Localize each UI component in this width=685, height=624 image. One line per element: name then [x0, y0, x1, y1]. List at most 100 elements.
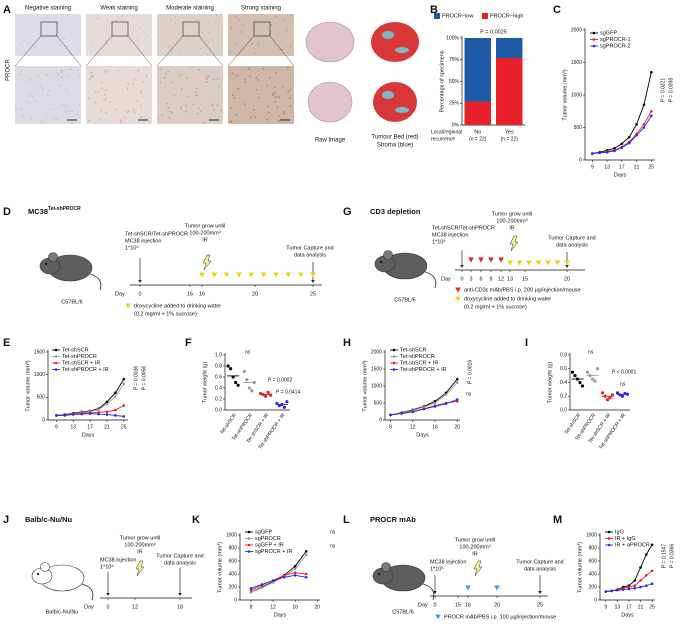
- texture: [138, 44, 140, 46]
- day-number: 0: [433, 602, 436, 608]
- texture: [60, 70, 63, 73]
- data-point: [608, 396, 612, 400]
- texture: [20, 70, 23, 72]
- texture: [67, 110, 70, 113]
- texture: [194, 91, 197, 94]
- legend-label: IR + IgG: [615, 536, 636, 542]
- ir-icon: [202, 254, 212, 271]
- x-tick-label: 16: [432, 424, 438, 430]
- legend-label: (0.2 mg/ml + 1% sucrose): [464, 304, 527, 310]
- x-tick-label: 17: [87, 424, 93, 430]
- data-point: [293, 571, 297, 574]
- texture: [196, 112, 199, 115]
- texture: [131, 83, 134, 86]
- day-number: 20: [564, 276, 570, 282]
- data-point: [260, 586, 264, 589]
- strain-label: C57BL/6: [61, 299, 82, 305]
- y-tick-label: 500: [374, 400, 383, 406]
- x-axis-label: Days: [614, 172, 627, 178]
- data-point: [642, 103, 646, 107]
- x-tick-label: 8: [389, 424, 392, 430]
- annotation: ns: [330, 529, 336, 535]
- texture: [135, 100, 138, 103]
- x-tick-label: 12: [270, 604, 276, 610]
- texture: [109, 101, 111, 103]
- texture: [192, 103, 195, 106]
- timeline-note: IR: [202, 237, 208, 243]
- texture: [37, 75, 40, 78]
- texture: [149, 120, 151, 123]
- texture: [20, 42, 23, 44]
- texture: [145, 22, 147, 24]
- y-tick-label: 1000: [226, 532, 237, 538]
- zoom-line: [85, 35, 113, 67]
- texture: [206, 78, 208, 80]
- legend-label: Tet-shPROCR: [62, 354, 97, 360]
- mouse-eye: [44, 262, 48, 266]
- texture: [163, 76, 166, 79]
- y-tick-label: 200: [229, 584, 238, 590]
- data-point: [645, 553, 648, 556]
- x-tick-label: 9: [55, 424, 58, 430]
- texture: [25, 80, 28, 83]
- texture: [254, 52, 256, 54]
- texture: [96, 17, 98, 19]
- texture: [136, 38, 138, 40]
- texture: [63, 14, 65, 16]
- timeline-note: data analysis: [164, 560, 196, 566]
- legend-marker: [247, 530, 251, 534]
- annotation: ns: [466, 391, 472, 397]
- texture: [251, 43, 253, 45]
- marker-triangle: [478, 257, 484, 263]
- day-number: 12: [498, 276, 504, 282]
- data-point: [633, 584, 637, 587]
- marker-triangle: [273, 272, 279, 278]
- annotation: P = 0.0056: [141, 366, 147, 390]
- texture: [70, 33, 72, 35]
- texture: [230, 26, 233, 29]
- data-point: [252, 380, 256, 385]
- data-point: [260, 583, 264, 586]
- data-point: [616, 588, 619, 592]
- data-point: [575, 377, 580, 381]
- x-axis-label: Days: [274, 612, 287, 618]
- texture: [105, 89, 108, 92]
- annotation: ns: [588, 349, 594, 355]
- day-number: 16: [465, 602, 471, 608]
- ihc-zoom: [86, 66, 152, 124]
- data-point: [122, 382, 126, 386]
- texture: [266, 118, 269, 121]
- timeline-note: 1*10⁶: [100, 563, 114, 570]
- day-number: 6: [479, 276, 482, 282]
- x-tick-label: 13: [615, 604, 621, 610]
- mouse-ear: [48, 252, 58, 262]
- marker-triangle: [526, 260, 532, 266]
- y-tick-label: 1000: [371, 383, 382, 389]
- mouse-tail: [424, 271, 437, 289]
- marker-triangle: [236, 272, 242, 278]
- ihc-zoom: [228, 66, 294, 124]
- texture: [115, 108, 118, 111]
- marker-triangle: [248, 272, 255, 278]
- texture: [58, 43, 61, 45]
- timeline-note: Tumor Capture and: [548, 235, 596, 241]
- legend-marker: [54, 348, 58, 352]
- panel-label: A: [3, 4, 11, 16]
- y-axis-label: Percentage of specimens: [439, 50, 445, 112]
- texture: [168, 110, 171, 113]
- texture: [185, 110, 188, 113]
- texture: [23, 40, 25, 43]
- texture: [126, 88, 129, 91]
- legend-label: sgPROCR-1: [600, 37, 631, 43]
- texture: [19, 52, 21, 55]
- texture: [249, 38, 251, 40]
- y-tick-label: 1500: [34, 349, 45, 355]
- texture: [282, 85, 284, 88]
- legend-label: PROCR mAb/PBS i.p. 100 μg/injection/mous…: [444, 614, 556, 620]
- legend-marker: [607, 530, 611, 534]
- strain-label: C57BL/6: [394, 297, 415, 303]
- texture: [103, 71, 106, 74]
- texture: [52, 108, 55, 110]
- arrow-head: [460, 265, 464, 268]
- texture: [30, 117, 32, 120]
